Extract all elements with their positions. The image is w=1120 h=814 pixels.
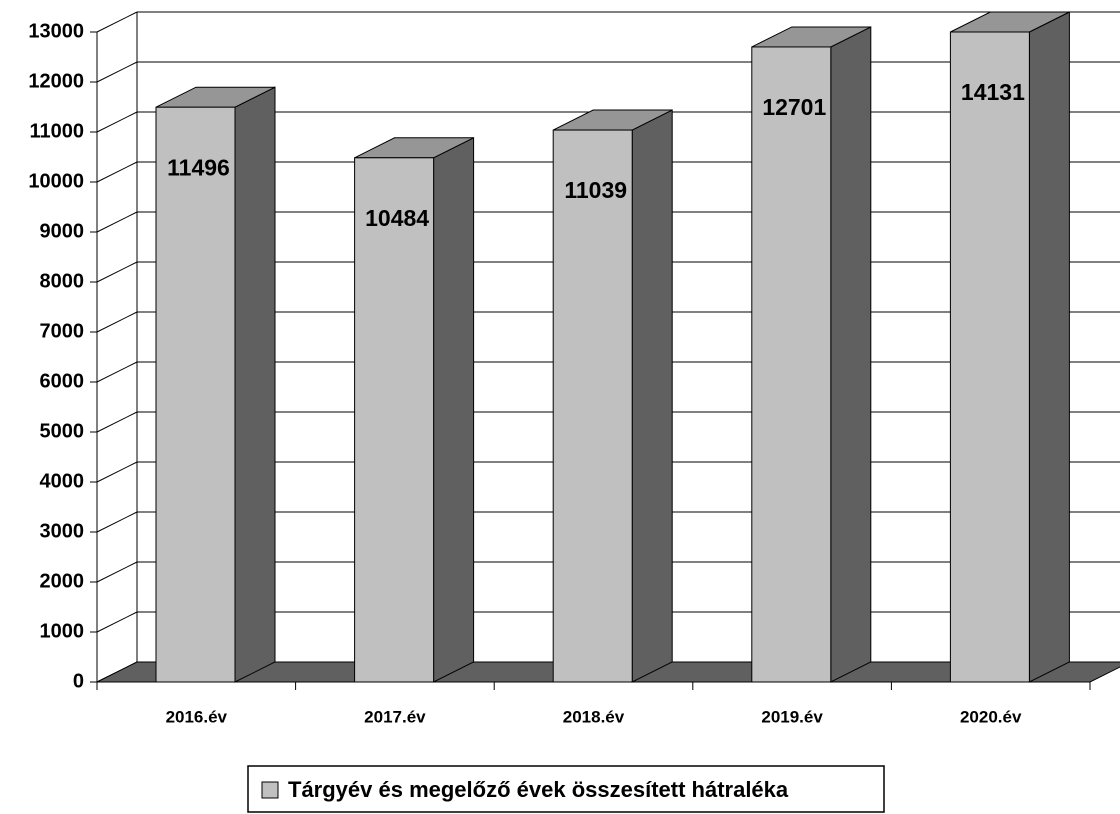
bar-side xyxy=(234,86,276,683)
y-tick-label: 2000 xyxy=(40,570,85,592)
grid-line xyxy=(96,161,138,183)
legend-swatch xyxy=(261,781,279,799)
y-tick-label: 9000 xyxy=(40,220,85,242)
y-tick-label: 6000 xyxy=(40,370,85,392)
grid-line xyxy=(96,461,138,483)
bar-side xyxy=(631,109,673,683)
value-label: 12701 xyxy=(762,94,826,120)
y-tick-label: 1000 xyxy=(40,620,85,642)
value-label: 11039 xyxy=(564,177,627,203)
bar-side xyxy=(433,136,475,683)
grid-line xyxy=(96,561,138,583)
x-tick-label: 2019.év xyxy=(761,707,823,726)
y-tick-label: 4000 xyxy=(40,470,85,492)
bar-side xyxy=(1028,11,1070,683)
y-tick-label: 0 xyxy=(73,670,84,692)
y-tick-label: 8000 xyxy=(40,270,85,292)
grid-line xyxy=(96,361,138,383)
grid-line xyxy=(96,611,138,633)
y-tick-label: 7000 xyxy=(40,320,85,342)
y-tick-label: 13000 xyxy=(28,20,84,42)
bar-side xyxy=(830,26,872,683)
value-label: 11496 xyxy=(167,154,230,180)
x-tick-label: 2020.év xyxy=(960,707,1022,726)
grid-line xyxy=(96,11,138,33)
bar xyxy=(552,129,633,683)
y-tick-label: 10000 xyxy=(28,170,84,192)
bar xyxy=(949,31,1030,683)
grid-line xyxy=(96,61,138,83)
bar xyxy=(155,106,236,683)
x-tick-label: 2018.év xyxy=(563,707,625,726)
y-tick-label: 3000 xyxy=(40,520,85,542)
grid-line xyxy=(96,511,138,533)
legend-label: Tárgyév és megelőző évek összesített hát… xyxy=(288,777,789,802)
legend xyxy=(247,765,885,813)
x-tick-label: 2016.év xyxy=(166,707,228,726)
bar xyxy=(354,157,435,683)
grid-line xyxy=(96,261,138,283)
grid-line xyxy=(96,111,138,133)
y-tick-label: 5000 xyxy=(40,420,85,442)
grid-line xyxy=(96,311,138,333)
y-tick-label: 12000 xyxy=(28,70,84,92)
y-tick-label: 11000 xyxy=(29,120,84,142)
grid-line xyxy=(96,411,138,433)
x-tick-label: 2017.év xyxy=(364,707,426,726)
grid-line xyxy=(96,211,138,233)
bar xyxy=(751,46,832,683)
value-label: 14131 xyxy=(961,79,1025,105)
value-label: 10484 xyxy=(365,205,429,231)
